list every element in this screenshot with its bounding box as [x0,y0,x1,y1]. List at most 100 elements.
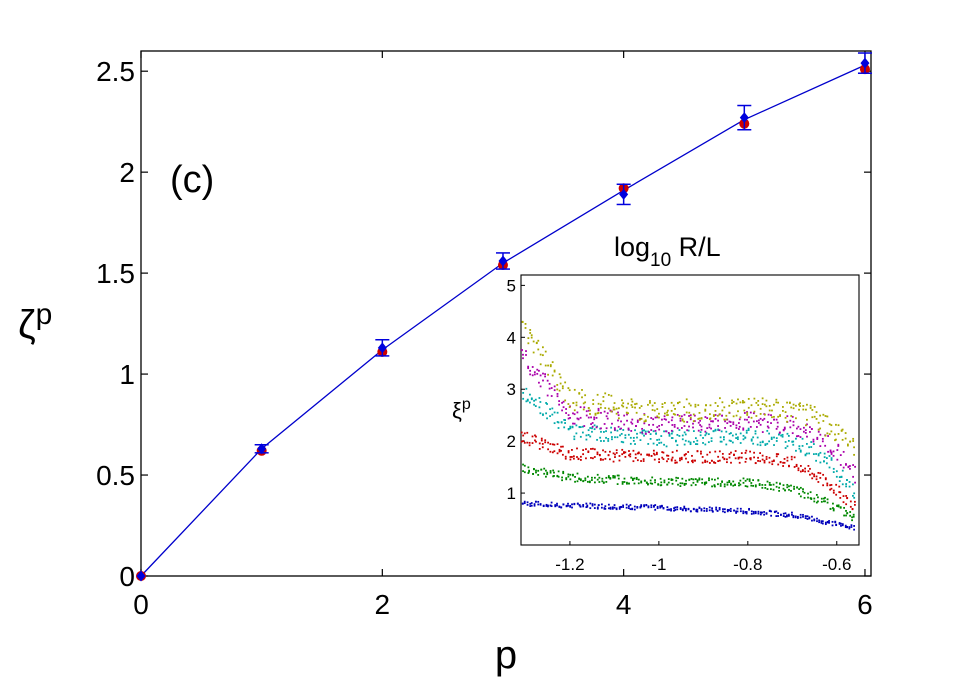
inset-scatter-point [811,515,813,518]
inset-scatter-point [671,424,674,426]
inset-scatter-point [654,508,657,511]
inset-scatter-point [687,507,690,510]
inset-scatter-point [533,373,536,376]
inset-scatter-point [767,426,770,429]
inset-scatter-point [626,419,628,422]
inset-scatter-point [556,388,559,391]
inset-scatter-point [591,504,594,507]
inset-scatter-point [660,481,663,484]
inset-scatter-point [636,459,639,462]
inset-scatter-point [740,456,743,459]
inset-scatter-point [686,429,689,432]
inset-scatter-point [832,508,835,510]
inset-scatter-point [828,433,831,436]
inset-scatter-point [622,504,625,507]
inset-scatter-point [711,509,713,512]
inset-scatter-point [656,507,659,510]
inset-scatter-point [632,449,635,452]
inset-scatter-point [562,503,565,506]
inset-scatter-point [656,505,659,508]
inset-scatter-point [798,403,800,406]
inset-scatter-point [827,435,829,437]
inset-scatter-point [811,477,814,480]
inset-scatter-point [780,514,782,516]
inset-scatter-point [722,510,724,513]
inset-scatter-point [596,473,599,476]
inset-scatter-point [809,473,811,476]
inset-scatter-point [801,437,804,440]
inset-scatter-point [589,409,591,412]
inset-scatter-point [732,421,735,424]
inset-scatter-point [662,458,665,461]
inset-scatter-point [759,513,762,516]
inset-scatter-point [708,479,710,482]
inset-scatter-point [698,411,701,414]
inset-scatter-point [728,480,731,482]
inset-scatter-point [759,407,762,410]
inset-scatter-point [646,454,649,456]
inset-scatter-point [670,409,673,412]
inset-scatter-point [697,404,700,407]
inset-scatter-point [589,435,592,438]
inset-scatter-point [823,500,825,503]
inset-scatter-point [551,443,554,446]
main-ticks: 0 2 4 600.511.522.5 [96,51,873,620]
inset-scatter-point [569,473,572,476]
inset-scatter-point [640,460,642,462]
inset-scatter-point [755,426,758,428]
inset-scatter-point [799,405,801,407]
inset-scatter-point [775,515,778,517]
inset-scatter-point [775,440,778,442]
inset-scatter-point [808,517,811,520]
inset-scatter-point [635,402,638,405]
inset-scatter-point [623,414,626,417]
inset-scatter-point [775,485,778,488]
inset-scatter-point [666,483,669,486]
inset-scatter-point [681,508,684,511]
inset-scatter-point [824,478,827,481]
inset-scatter-point [617,417,620,420]
inset-scatter-point [759,511,762,514]
inset-scatter-point [605,430,607,433]
inset-scatter-point [597,409,600,412]
inset-scatter-point [612,475,615,477]
inset-scatter-point [761,440,764,443]
inset-scatter-point [658,442,661,444]
inset-scatter-point [817,453,820,456]
inset-scatter-point [807,465,810,467]
inset-scatter-point [613,476,616,479]
inset-scatter-point [658,461,661,464]
inset-scatter-point [597,407,600,410]
inset-scatter-point [731,434,734,437]
inset-scatter-point [562,472,565,475]
inset-scatter-point [635,478,638,481]
inset-scatter-point [745,449,748,452]
inset-scatter-point [699,434,702,437]
inset-scatter-point [755,420,758,423]
inset-scatter-point [618,506,621,509]
inset-scatter-point [811,519,813,522]
inset-scatter-point [644,419,647,422]
inset-scatter-point [634,443,636,445]
inset-scatter-point [854,465,856,468]
inset-scatter-point [826,484,829,487]
inset-scatter-point [799,449,802,452]
inset-scatter-point [607,476,610,479]
inset-scatter-point [612,476,615,479]
inset-scatter-point [791,513,793,516]
inset-scatter-point [535,440,537,443]
inset-scatter-point [625,503,628,506]
inset-scatter-point [817,471,820,474]
inset-scatter-point [848,485,851,488]
inset-scatter-point [643,479,646,482]
inset-scatter-point [591,425,594,428]
inset-scatter-point [553,369,556,372]
inset-scatter-point [564,399,567,402]
inset-scatter-point [575,404,578,407]
inset-scatter-point [742,481,745,484]
inset-scatter-point [846,497,849,500]
inset-scatter-point [561,387,564,390]
inset-scatter-point [534,434,536,437]
inset-scatter-point [657,483,660,486]
inset-scatter-point [536,372,539,375]
